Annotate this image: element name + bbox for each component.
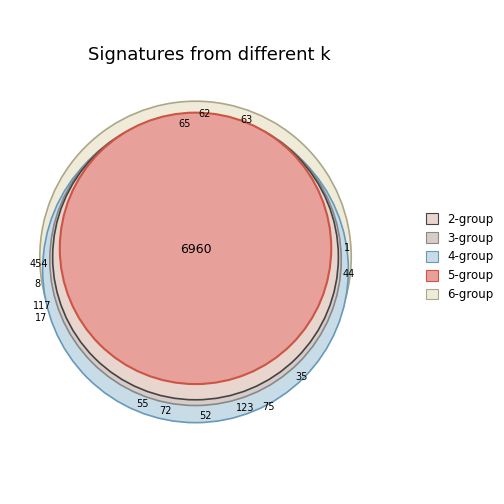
Text: 117: 117: [33, 300, 52, 310]
Text: 62: 62: [198, 109, 210, 119]
Circle shape: [40, 101, 351, 413]
Text: 65: 65: [178, 119, 191, 129]
Text: 75: 75: [262, 402, 275, 412]
Circle shape: [43, 117, 348, 423]
Text: 72: 72: [159, 406, 172, 416]
Text: 44: 44: [342, 269, 354, 279]
Text: 52: 52: [199, 410, 212, 420]
Text: 63: 63: [241, 115, 253, 125]
Text: 35: 35: [295, 372, 307, 382]
Text: 17: 17: [35, 313, 47, 324]
Circle shape: [50, 114, 341, 406]
Circle shape: [60, 113, 331, 384]
Text: 123: 123: [236, 403, 255, 413]
Legend: 2-group, 3-group, 4-group, 5-group, 6-group: 2-group, 3-group, 4-group, 5-group, 6-gr…: [423, 209, 497, 305]
Text: 454: 454: [29, 259, 47, 269]
Text: 55: 55: [137, 399, 149, 409]
Text: 8: 8: [34, 279, 40, 289]
Text: 6960: 6960: [180, 243, 211, 257]
Circle shape: [52, 114, 338, 400]
Title: Signatures from different k: Signatures from different k: [89, 46, 331, 64]
Text: 1: 1: [344, 243, 350, 254]
